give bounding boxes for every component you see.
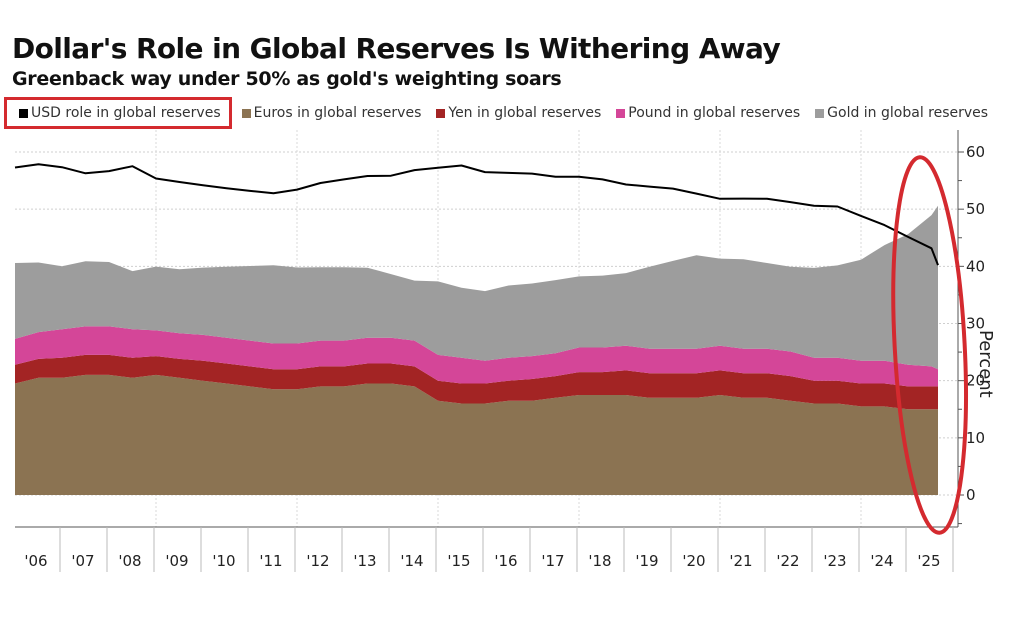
legend-item-pound: Pound in global reserves xyxy=(616,105,800,121)
legend-label-gold: Gold in global reserves xyxy=(827,105,989,121)
y-tick-label: 30 xyxy=(966,315,985,333)
x-tick-label: '09 xyxy=(165,552,188,570)
x-tick-label: '06 xyxy=(24,552,47,570)
legend-label-pound: Pound in global reserves xyxy=(628,105,801,121)
line-series xyxy=(14,163,939,266)
legend-item-yen: Yen in global reserves xyxy=(436,105,601,121)
area-gold xyxy=(15,205,938,370)
x-tick-label: '17 xyxy=(541,552,564,570)
x-tick-label: '20 xyxy=(682,552,705,570)
x-tick-label: '18 xyxy=(588,552,611,570)
line-usd xyxy=(14,163,939,266)
x-tick-label: '13 xyxy=(353,552,376,570)
legend-item-usd: USD role in global reserves xyxy=(4,97,232,129)
area-pound xyxy=(15,326,938,387)
x-tick-label: '12 xyxy=(306,552,329,570)
chart-subtitle: Greenback way under 50% as gold's weight… xyxy=(12,68,562,90)
x-tick-label: '22 xyxy=(776,552,799,570)
legend-swatch-gold xyxy=(815,108,825,118)
x-tick-label: '25 xyxy=(917,552,940,570)
annotations xyxy=(891,155,968,535)
x-tick-label: '10 xyxy=(212,552,235,570)
y-axis-ticks: 0 10 20 30 40 50 60 xyxy=(958,143,985,525)
legend: USD role in global reserves Euros in glo… xyxy=(4,97,1003,129)
x-tick-label: '21 xyxy=(729,552,752,570)
area-euros xyxy=(15,374,938,495)
y-tick-label: 10 xyxy=(966,429,985,447)
legend-label-usd: USD role in global reserves xyxy=(31,105,221,121)
y-tick-label: 50 xyxy=(966,200,985,218)
legend-swatch-yen xyxy=(436,108,446,118)
x-tick-label: '07 xyxy=(71,552,94,570)
x-tick-label: '16 xyxy=(494,552,517,570)
y-tick-label: 20 xyxy=(966,372,985,390)
legend-item-euros: Euros in global reserves xyxy=(241,105,422,121)
area-yen xyxy=(15,354,938,410)
y-tick-label: 0 xyxy=(966,486,976,504)
legend-swatch-usd xyxy=(19,108,28,118)
x-tick-label: '15 xyxy=(447,552,470,570)
axes xyxy=(15,130,959,528)
legend-swatch-euros xyxy=(241,108,251,118)
legend-swatch-pound xyxy=(616,108,626,118)
chart-title: Dollar's Role in Global Reserves Is With… xyxy=(12,32,781,65)
y-tick-label: 60 xyxy=(966,143,985,161)
x-tick-label: '24 xyxy=(870,552,893,570)
x-axis-ticks: '06 '07 '08 '09 '10 '11 '12 '13 '14 '15 '16 '17 '18 '… xyxy=(24,527,954,572)
stacked-areas xyxy=(15,205,938,495)
legend-label-yen: Yen in global reserves xyxy=(448,105,602,121)
x-tick-label: '14 xyxy=(400,552,423,570)
x-tick-label: '08 xyxy=(118,552,141,570)
x-tick-label: '23 xyxy=(823,552,846,570)
y-axis-label: Percent xyxy=(975,330,996,398)
x-tick-label: '11 xyxy=(259,552,282,570)
legend-item-gold: Gold in global reserves xyxy=(815,105,988,121)
x-tick-label: '19 xyxy=(635,552,658,570)
legend-label-euros: Euros in global reserves xyxy=(253,105,422,121)
y-tick-label: 40 xyxy=(966,257,985,275)
highlight-ellipse xyxy=(891,155,968,535)
